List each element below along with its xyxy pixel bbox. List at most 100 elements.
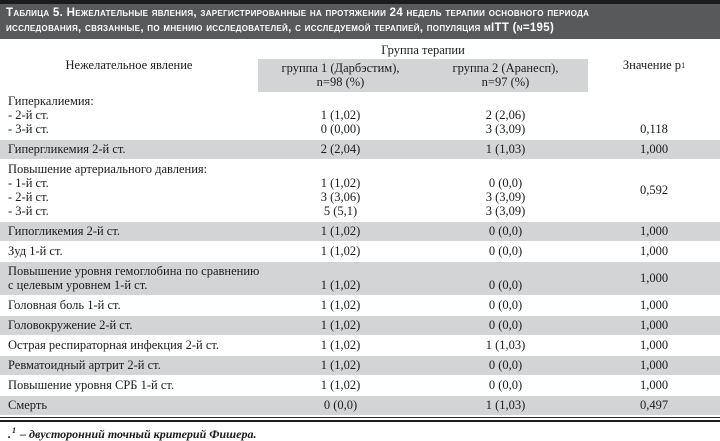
group1-value-line: 1 (1,02) xyxy=(320,378,361,392)
event-label-cell: Повышение уровня гемоглобина по сравнени… xyxy=(0,264,259,292)
group1-value-cell: 1 (1,02) xyxy=(258,298,423,312)
bottom-rule xyxy=(0,417,720,422)
group1-value-line: 0 (0,00) xyxy=(320,122,361,136)
group2-value-cell: 0 (0,0) xyxy=(423,378,588,392)
event-label-cell: Головная боль 1-й ст. xyxy=(0,298,258,312)
group2-value-cell: 0 (0,0) 3 (3,09) 3 (3,09) xyxy=(423,162,588,218)
event-label-line: - 3-й ст. xyxy=(8,204,49,218)
event-label-line: Головная боль 1-й ст. xyxy=(8,298,121,312)
p-value-cell: 1,000 xyxy=(588,338,720,352)
group1-value-line: 2 (2,04) xyxy=(320,142,361,156)
p-value: 1,000 xyxy=(639,271,669,285)
group1-value-line xyxy=(258,94,423,108)
column-header-group2: группа 2 (Аранесп), n=97 (%) xyxy=(423,59,588,92)
group1-value-cell: 0 (0,0) xyxy=(258,398,423,412)
p-value-cell: 1,000 xyxy=(588,378,720,392)
event-label-cell: Ревматоидный артрит 2-й ст. xyxy=(0,358,258,372)
group2-value-line xyxy=(423,264,588,278)
p-value: 0,118 xyxy=(640,122,668,136)
table-row: Острая респираторная инфекция 2-й ст. 1 (… xyxy=(0,336,720,356)
spacer-line xyxy=(588,108,720,122)
p-value-cell: 1,000 xyxy=(588,224,720,238)
group2-value-cell: 0 (0,0) xyxy=(423,224,588,238)
table-row: Смерть 0 (0,0) 1 (1,03) 0,497 xyxy=(0,396,720,416)
group1-value-line: 1 (1,02) xyxy=(320,224,361,238)
event-label-cell: Гипогликемия 2-й ст. xyxy=(0,224,258,238)
group2-value-cell: 1 (1,03) xyxy=(423,142,588,156)
table-row: Головокружение 2-й ст. 1 (1,02) 0 (0,0) 1,0… xyxy=(0,316,720,336)
p-value-cell: 1,000 xyxy=(588,298,720,312)
group1-value-line: 1 (1,02) xyxy=(320,278,361,292)
group1-name: группа 1 (Дарбэстим), xyxy=(281,61,400,75)
footnote-marker: 1 xyxy=(12,426,16,435)
group1-value-line xyxy=(258,264,423,278)
p-value: 1,000 xyxy=(639,244,669,258)
table-row: Головная боль 1-й ст. 1 (1,02) 0 (0,0) 1,00… xyxy=(0,296,720,316)
event-label-cell: Повышение уровня СРБ 1-й ст. xyxy=(0,378,258,392)
group2-name: группа 2 (Аранесп), xyxy=(452,61,559,75)
p-value: 1,000 xyxy=(639,318,669,332)
event-label-line: Зуд 1-й ст. xyxy=(8,244,63,258)
table-row: Гипогликемия 2-й ст. 1 (1,02) 0 (0,0) 1,000 xyxy=(0,222,720,242)
event-label-cell: Острая респираторная инфекция 2-й ст. xyxy=(0,338,258,352)
top-border-bar xyxy=(0,0,720,4)
p-value: 0,497 xyxy=(639,398,669,412)
p-value-cell: 1,000 xyxy=(588,318,720,332)
group2-value-cell: 0 (0,0) xyxy=(423,318,588,332)
table-row: Повышение уровня СРБ 1-й ст. 1 (1,02) 0 (0… xyxy=(0,376,720,396)
group2-value-line: 0 (0,0) xyxy=(488,318,523,332)
group1-value-line: 0 (0,0) xyxy=(323,398,358,412)
group2-value-line: 2 (2,06) xyxy=(485,108,526,122)
event-label-cell: Смерть xyxy=(0,398,258,412)
p-value: 1,000 xyxy=(639,298,669,312)
group2-value-line: 0 (0,0) xyxy=(488,244,523,258)
group2-value-line: 3 (3,09) xyxy=(485,204,526,218)
group1-value-line: 1 (1,02) xyxy=(320,298,361,312)
event-label-line: Головокружение 2-й ст. xyxy=(8,318,133,332)
event-label-line: - 2-й ст. xyxy=(8,190,49,204)
p-value-cell: 0,497 xyxy=(588,398,720,412)
footnote-text: – двусторонний точный критерий Фишера. xyxy=(20,427,257,441)
event-label-line: с целевым уровнем 1-й ст. xyxy=(8,278,148,292)
footnote-prefix: . xyxy=(8,427,11,441)
group1-value-cell: 1 (1,02) 3 (3,06) 5 (5,1) xyxy=(258,162,423,218)
group2-value-line: 3 (3,09) xyxy=(485,190,526,204)
group2-value-cell: 0 (0,0) xyxy=(423,358,588,372)
p-value-cell: 1,000 xyxy=(588,244,720,258)
group2-value-line: 1 (1,03) xyxy=(485,398,526,412)
group2-value-line: 0 (0,0) xyxy=(488,224,523,238)
group1-value-line: 1 (1,02) xyxy=(320,358,361,372)
p-value-cell: 0,118 xyxy=(588,94,720,136)
group1-value-line: 1 (1,02) xyxy=(320,318,361,332)
p-value-cell: 0,592 xyxy=(588,162,720,218)
group2-value-cell: 2 (2,06) 3 (3,09) xyxy=(423,94,588,136)
group1-value-cell: 2 (2,04) xyxy=(258,142,423,156)
group1-value-cell: 1 (1,02) xyxy=(258,318,423,332)
group2-value-cell: 1 (1,03) xyxy=(423,398,588,412)
event-label-line: Гипогликемия 2-й ст. xyxy=(8,224,121,238)
group1-value-line: 5 (5,1) xyxy=(323,204,358,218)
event-label-line: Повышение артериального давления: xyxy=(8,162,208,176)
group1-value-line: 1 (1,02) xyxy=(320,176,361,190)
p-value-cell: 1,000 xyxy=(588,264,720,292)
table-title-line2: исследования, связанные, по мнению иссле… xyxy=(6,22,555,34)
event-label-line: Острая респираторная инфекция 2-й ст. xyxy=(8,338,220,352)
group2-value-line: 1 (1,03) xyxy=(485,142,526,156)
p-value: 0,592 xyxy=(639,183,669,197)
group1-value-cell: 1 (1,02) xyxy=(258,244,423,258)
p-value-cell: 1,000 xyxy=(588,142,720,156)
table-row: Зуд 1-й ст. 1 (1,02) 0 (0,0) 1,000 xyxy=(0,242,720,262)
event-label-cell: Гипергликемия 2-й ст. xyxy=(0,142,258,156)
table-row: Повышение уровня гемоглобина по сравнени… xyxy=(0,262,720,296)
event-label-line: Ревматоидный артрит 2-й ст. xyxy=(8,358,161,372)
p-value-cell: 1,000 xyxy=(588,358,720,372)
group2-value-line xyxy=(423,162,588,176)
p-value: 1,000 xyxy=(639,358,669,372)
event-label-cell: Зуд 1-й ст. xyxy=(0,244,258,258)
table-row: Повышение артериального давления: - 1-й с… xyxy=(0,160,720,222)
group1-value-line: 3 (3,06) xyxy=(320,190,361,204)
group2-value-line: 0 (0,0) xyxy=(488,358,523,372)
group1-n: n=98 (%) xyxy=(316,75,365,89)
